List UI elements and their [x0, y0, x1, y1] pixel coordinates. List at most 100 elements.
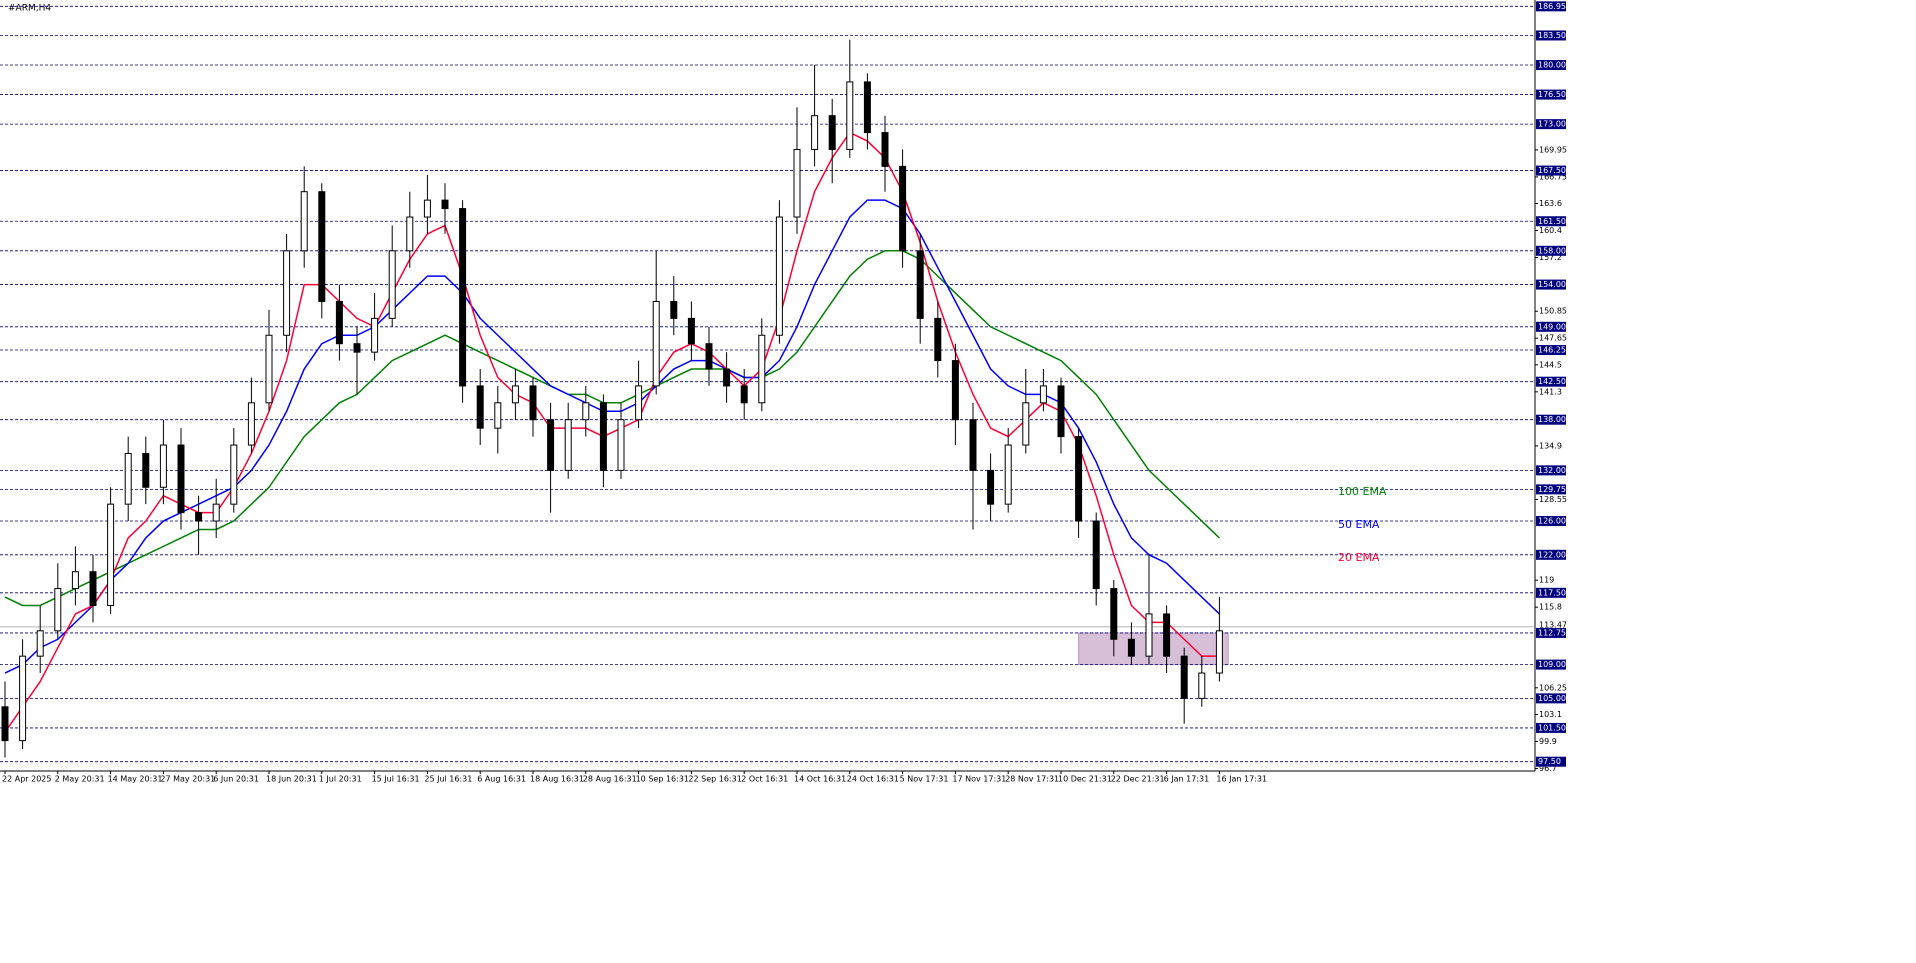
x-tick-label: 10 Dec 21:31: [1058, 775, 1112, 784]
y-tick-label: 115.8: [1539, 603, 1562, 612]
level-label: 138.00: [1538, 415, 1566, 424]
x-tick-label: 18 Jun 20:31: [266, 775, 317, 784]
y-tick-label: 163.6: [1539, 199, 1562, 208]
level-label: 97.50: [1538, 757, 1561, 766]
x-tick-label: 16 Jan 17:31: [1216, 775, 1267, 784]
level-label: 180.00: [1538, 61, 1566, 70]
candle-body: [230, 444, 238, 505]
y-tick-label: 96.7: [1539, 764, 1557, 773]
y-tick-label: 119: [1539, 576, 1554, 585]
candle-body: [951, 360, 959, 421]
y-tick-label: 169.95: [1539, 145, 1567, 154]
candle-body: [1110, 588, 1118, 640]
candle-body: [916, 250, 924, 319]
level-label-box: [1536, 465, 1566, 476]
candle-body: [107, 503, 115, 606]
level-label: 173.00: [1538, 120, 1566, 129]
candle-body: [828, 115, 836, 150]
candle-body: [723, 368, 731, 387]
x-tick-label: 2 Oct 16:31: [741, 775, 788, 784]
candle-body: [1004, 444, 1012, 505]
x-tick-label: 17 Nov 17:31: [952, 775, 1006, 784]
ema-line: [4, 131, 1220, 733]
candle-body: [1075, 436, 1083, 522]
ema-line: [4, 199, 1220, 674]
candle-body: [335, 300, 343, 345]
ema-line: [4, 250, 1220, 607]
level-label: 183.50: [1538, 31, 1566, 40]
x-tick-label: 18 Aug 16:31: [530, 775, 584, 784]
x-tick-label: 22 Apr 2025: [2, 775, 51, 784]
level-label: 158.00: [1538, 246, 1566, 255]
candle-body: [371, 317, 379, 353]
x-tick-label: 5 Nov 17:31: [900, 775, 949, 784]
y-tick-label: 99.9: [1539, 737, 1557, 746]
y-tick-label: 144.5: [1539, 360, 1562, 369]
candle-body: [1092, 520, 1100, 590]
candle-body: [1180, 655, 1188, 699]
candle-body: [811, 115, 819, 150]
y-tick-label: 150.85: [1539, 307, 1567, 316]
y-tick-label: 134.9: [1539, 441, 1562, 450]
candle-body: [846, 81, 854, 150]
ema-label: 20 EMA: [1338, 551, 1380, 564]
candle-body: [529, 385, 537, 421]
level-label: 112.75: [1538, 628, 1566, 637]
candle-body: [423, 199, 431, 218]
level-label: 109.00: [1538, 660, 1566, 669]
level-label-box: [1536, 484, 1566, 495]
candle-body: [406, 216, 414, 252]
candle-body: [599, 402, 607, 471]
level-label: 146.25: [1538, 346, 1566, 355]
level-label: 176.50: [1538, 90, 1566, 99]
level-label: 101.50: [1538, 723, 1566, 732]
level-label-box: [1536, 414, 1566, 425]
candle-body: [318, 191, 326, 302]
level-label-box: [1536, 245, 1566, 256]
x-tick-label: 22 Sep 16:31: [688, 775, 741, 784]
candle-body: [705, 343, 713, 370]
level-label-box: [1536, 345, 1566, 356]
candle-body: [740, 385, 748, 404]
y-tick-label: 141.3: [1539, 387, 1562, 396]
candle-body: [247, 402, 255, 446]
candle-body: [283, 250, 291, 336]
candle-body: [652, 300, 660, 387]
candle-body: [793, 148, 801, 218]
level-label: 132.00: [1538, 466, 1566, 475]
candle-body: [476, 385, 484, 429]
x-tick-label: 2 May 20:31: [55, 775, 105, 784]
candle-body: [441, 199, 449, 210]
level-label-box: [1536, 119, 1566, 130]
candle-body: [71, 571, 79, 590]
candle-body: [388, 250, 396, 319]
candle-body: [300, 191, 308, 252]
candle-body: [1127, 638, 1135, 657]
candle-body: [54, 588, 62, 632]
level-label-box: [1536, 30, 1566, 41]
candle-body: [124, 452, 132, 505]
candle-body: [1198, 672, 1206, 699]
level-label-box: [1536, 659, 1566, 670]
candle-body: [987, 469, 995, 505]
level-label-box: [1536, 216, 1566, 227]
level-label-box: [1536, 321, 1566, 332]
level-label-box: [1536, 60, 1566, 71]
candle-body: [758, 334, 766, 404]
candle-body: [1057, 385, 1065, 438]
level-label-box: [1536, 516, 1566, 527]
level-label-box: [1536, 587, 1566, 598]
candle-body: [265, 334, 273, 404]
x-tick-label: 14 Oct 16:31: [794, 775, 846, 784]
x-tick-label: 27 May 20:31: [160, 775, 215, 784]
candle-body: [19, 655, 27, 742]
candle-body: [36, 630, 44, 657]
level-label-box: [1536, 693, 1566, 704]
y-tick-label: 106.25: [1539, 683, 1567, 692]
candle-body: [177, 444, 185, 514]
level-label: 167.50: [1538, 166, 1566, 175]
candle-body: [564, 419, 572, 471]
level-label-box: [1536, 1, 1566, 12]
level-label: 122.00: [1538, 550, 1566, 559]
